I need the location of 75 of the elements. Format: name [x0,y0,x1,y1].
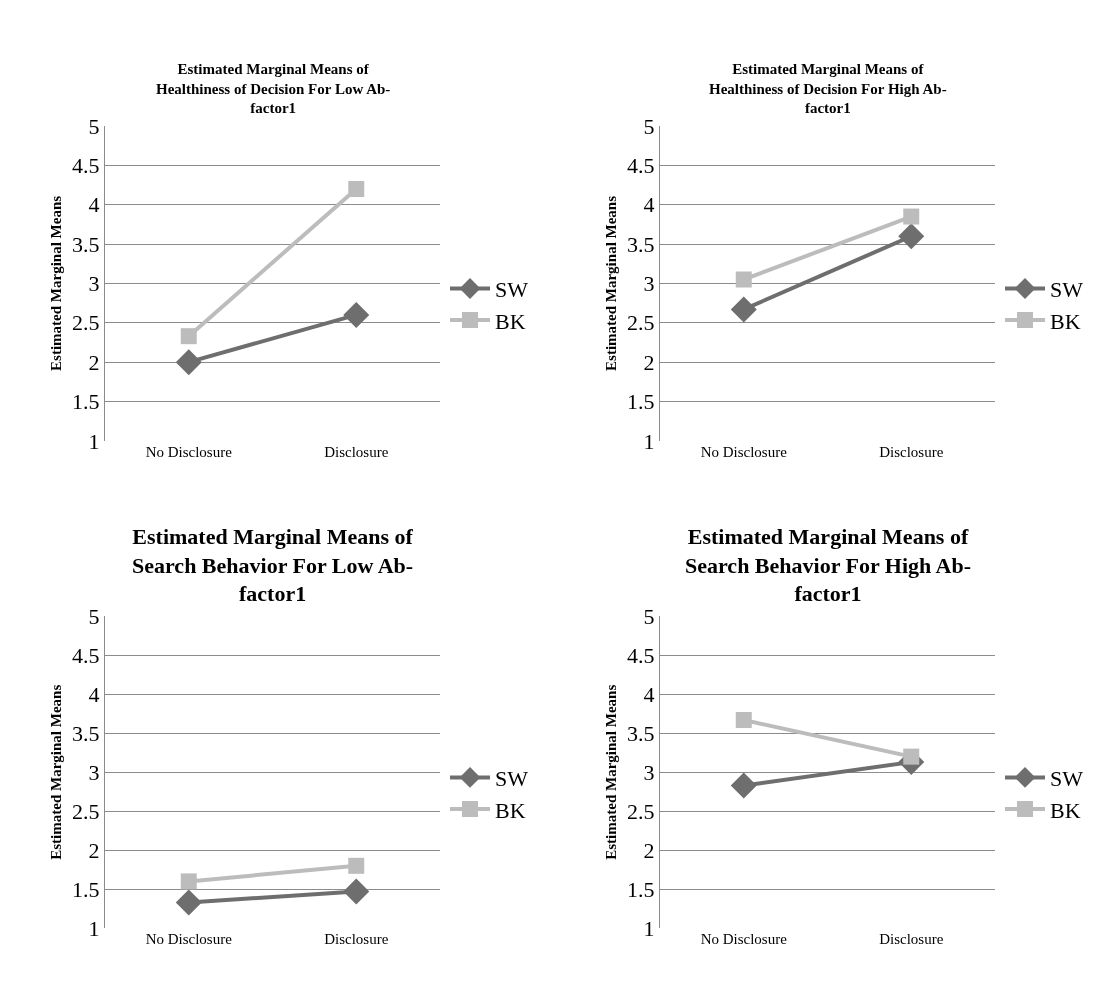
y-axis-title: Estimated Marginal Means [48,684,65,860]
y-tick-label: 2 [88,837,100,863]
point [343,878,370,905]
x-tick-label: No Disclosure [700,443,788,460]
y-tick-label: 3.5 [71,720,100,746]
y-tick-label: 4.5 [626,642,655,668]
y-tick-label: 1.5 [626,876,655,902]
x-tick-label: Disclosure [879,931,944,948]
y-axis-title: Estimated Marginal Means [48,195,65,371]
legend-label: BK [1050,308,1081,334]
y-tick-label: 5 [88,113,100,139]
y-axis-title: Estimated Marginal Means [603,195,620,371]
point [175,889,202,916]
point [730,772,757,799]
x-tick-label: Disclosure [324,931,389,948]
point [180,873,197,890]
y-tick-label: 4.5 [71,642,100,668]
point [348,181,365,197]
y-tick-label: 2 [643,349,655,375]
y-tick-label: 1 [88,428,100,454]
y-tick-label: 4.5 [71,153,100,179]
x-tick-label: Disclosure [879,443,944,460]
y-tick-label: 3.5 [71,231,100,257]
y-tick-label: 3.5 [626,720,655,746]
y-tick-label: 2.5 [71,310,100,336]
point [735,271,752,288]
y-tick-label: 1.5 [71,876,100,902]
y-tick-label: 4 [643,681,655,707]
y-tick-label: 4.5 [626,153,655,179]
y-tick-label: 1 [643,428,655,454]
y-tick-label: 4 [88,192,100,218]
y-tick-label: 3 [88,759,100,785]
legend-label: SW [495,766,529,792]
x-tick-label: Disclosure [324,443,389,460]
legend-label: SW [495,277,529,303]
y-tick-label: 1 [643,915,655,941]
point [343,301,370,328]
y-tick-label: 5 [643,604,655,629]
y-tick-label: 3 [643,271,655,297]
y-tick-label: 1.5 [626,389,655,415]
chart-title: Estimated Marginal Means of Healthiness of Decision For Low Ab-factor1 [156,61,391,116]
point [175,349,202,376]
y-tick-label: 3 [643,759,655,785]
x-tick-label: No Disclosure [145,931,233,948]
y-tick-label: 2 [88,349,100,375]
y-tick-label: 2.5 [626,310,655,336]
point [903,748,920,765]
y-tick-label: 5 [88,604,100,629]
point [735,712,752,728]
legend-label: BK [1050,797,1081,823]
y-axis-title: Estimated Marginal Means [603,684,620,860]
y-tick-label: 2 [643,837,655,863]
legend-label: BK [495,797,526,823]
point [903,208,920,225]
x-tick-label: No Disclosure [145,443,233,460]
legend-label: SW [1050,766,1084,792]
point [730,296,757,323]
y-tick-label: 2.5 [71,798,100,824]
point [898,223,925,250]
y-tick-label: 4 [88,681,100,707]
chart-title: Estimated Marginal Means of Search Behavior For High Ab-factor1 [685,524,972,607]
point [180,328,197,345]
y-tick-label: 3.5 [626,231,655,257]
legend-label: BK [495,308,526,334]
legend-label: SW [1050,277,1084,303]
y-tick-label: 1.5 [71,389,100,415]
y-tick-label: 5 [643,113,655,139]
chart-title: Estimated Marginal Means of Search Behavior For Low Ab-factor1 [132,524,414,607]
y-tick-label: 4 [643,192,655,218]
chart-title: Estimated Marginal Means of Healthiness of Decision For High Ab-factor1 [709,61,947,116]
point [348,857,365,874]
y-tick-label: 1 [88,915,100,941]
y-tick-label: 3 [88,271,100,297]
y-tick-label: 2.5 [626,798,655,824]
x-tick-label: No Disclosure [700,931,788,948]
